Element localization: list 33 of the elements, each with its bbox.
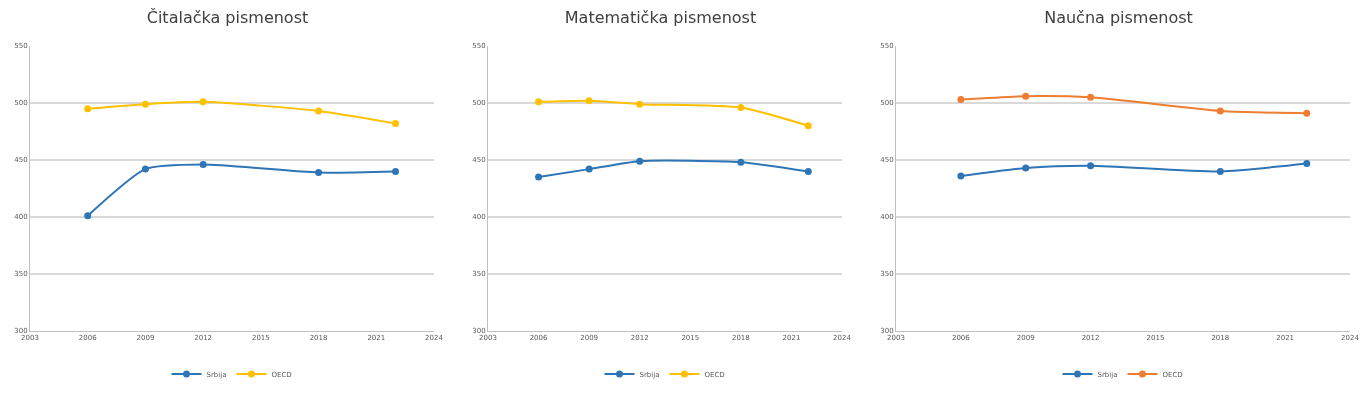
point [957, 96, 965, 104]
point [1087, 93, 1095, 101]
point [737, 158, 745, 166]
point [199, 161, 207, 169]
point [535, 98, 543, 106]
point [636, 157, 644, 165]
point [392, 167, 400, 175]
point [1022, 164, 1030, 172]
point [585, 97, 593, 105]
point [737, 104, 745, 112]
point [315, 169, 323, 177]
chart-title: Čitalačka pismenost [146, 8, 309, 28]
point [804, 122, 812, 130]
point [1303, 109, 1311, 117]
point [315, 107, 323, 115]
point [535, 173, 543, 181]
point [199, 98, 207, 106]
point [1216, 107, 1224, 115]
point [1303, 159, 1311, 167]
point [1216, 167, 1224, 175]
point [1022, 92, 1030, 100]
point [804, 167, 812, 175]
point [1087, 162, 1095, 170]
point [585, 165, 593, 173]
chart-title: Matematička pismenost [564, 8, 757, 28]
point [84, 105, 92, 113]
chart-title: Naučna pismenost [1044, 8, 1193, 28]
point [84, 212, 92, 220]
point [392, 120, 400, 128]
point [141, 165, 149, 173]
point [636, 100, 644, 108]
point [141, 100, 149, 108]
point [957, 172, 965, 180]
